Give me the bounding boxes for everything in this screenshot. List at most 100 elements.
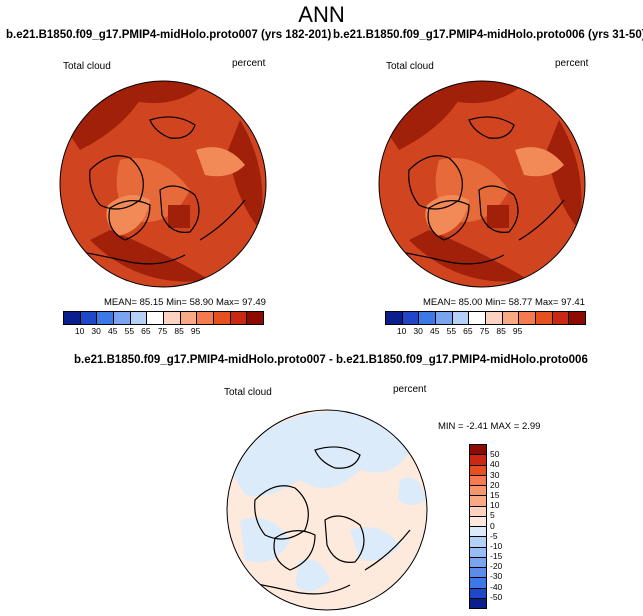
diff-colorbar bbox=[469, 444, 487, 609]
diff-units-label: percent bbox=[393, 384, 427, 395]
left-colorbar-tick-label: 10 bbox=[74, 326, 85, 336]
left-colorbar-tick-label: 30 bbox=[91, 326, 101, 336]
diff-colorbar-swatch bbox=[470, 496, 486, 507]
left-colorbar bbox=[63, 311, 264, 325]
right-variable-label: Total cloud bbox=[386, 61, 434, 72]
right-colorbar-swatch bbox=[486, 312, 503, 324]
diff-colorbar-tick-label: -30 bbox=[490, 571, 503, 582]
diff-colorbar-tick-label: 0 bbox=[490, 520, 495, 531]
diff-max-label: MAX = bbox=[490, 421, 520, 432]
diff-stats: MIN = -2.41 MAX = 2.99 bbox=[438, 421, 540, 432]
right-colorbar-tick-label: 55 bbox=[446, 326, 457, 336]
diff-colorbar-tick-label: 30 bbox=[490, 469, 500, 480]
diff-min-value: -2.41 bbox=[466, 421, 488, 432]
right-mean-value: 85.00 bbox=[458, 297, 483, 308]
right-colorbar-swatch bbox=[569, 312, 586, 324]
diff-colorbar-tick-label: 20 bbox=[490, 479, 500, 490]
left-max-value: 97.49 bbox=[242, 297, 266, 308]
diff-colorbar-tick-label: -5 bbox=[490, 530, 498, 541]
diff-colorbar-tick-label: 5 bbox=[490, 510, 495, 521]
left-colorbar-tick-label: 45 bbox=[108, 326, 118, 336]
left-colorbar-swatch bbox=[197, 312, 215, 324]
left-colorbar-swatch bbox=[147, 312, 165, 324]
diff-colorbar-tick-label: -20 bbox=[490, 561, 503, 572]
diff-colorbar-tick-label: 50 bbox=[490, 449, 500, 460]
figure-title: ANN bbox=[298, 2, 345, 27]
right-colorbar-swatch bbox=[469, 312, 487, 324]
right-units-label: percent bbox=[555, 58, 589, 69]
diff-colorbar-swatch bbox=[470, 578, 486, 589]
diff-colorbar-tick-label: -10 bbox=[490, 540, 503, 551]
right-colorbar-swatch bbox=[386, 312, 403, 324]
left-colorbar-swatch bbox=[180, 312, 198, 324]
right-colorbar-tick-label: 45 bbox=[430, 326, 440, 336]
left-colorbar-labels: 10 30 45 55 65 75 85 95 bbox=[63, 326, 262, 338]
left-colorbar-swatch bbox=[164, 312, 181, 324]
diff-colorbar-swatch bbox=[470, 557, 486, 568]
left-colorbar-swatch bbox=[80, 312, 98, 324]
diff-colorbar-tick-label: 40 bbox=[490, 459, 500, 470]
diff-colorbar-tick-label: -15 bbox=[490, 551, 503, 562]
left-colorbar-swatch bbox=[114, 312, 131, 324]
diff-case-title: b.e21.B1850.f09_g17.PMIP4-midHolo.proto0… bbox=[74, 354, 588, 366]
diff-colorbar-tick-label: -40 bbox=[490, 581, 503, 592]
right-colorbar-tick-label: 65 bbox=[463, 326, 473, 336]
diff-colorbar-tick-label: 10 bbox=[490, 500, 500, 511]
left-stats: MEAN= 85.15 Min= 58.90 Max= 97.49 bbox=[104, 297, 266, 308]
right-colorbar-swatch bbox=[552, 312, 570, 324]
diff-colorbar-swatch bbox=[470, 537, 486, 548]
diff-min-label: MIN = bbox=[438, 421, 464, 432]
left-colorbar-swatch bbox=[130, 312, 148, 324]
right-min-label: Min= bbox=[485, 297, 506, 308]
diff-colorbar-tick-label: 15 bbox=[490, 489, 500, 500]
diff-colorbar-swatch bbox=[470, 547, 486, 558]
right-max-value: 97.41 bbox=[561, 297, 585, 308]
diff-colorbar-swatch bbox=[470, 475, 486, 486]
right-polar-map bbox=[379, 81, 585, 287]
diff-colorbar-swatch bbox=[470, 506, 486, 517]
diff-colorbar-tick-label: -50 bbox=[490, 591, 503, 602]
right-colorbar-swatch bbox=[436, 312, 453, 324]
left-colorbar-swatch bbox=[230, 312, 248, 324]
left-mean-value: 85.15 bbox=[139, 297, 164, 308]
diff-max-value: 2.99 bbox=[521, 421, 541, 432]
diff-colorbar-swatch bbox=[470, 455, 486, 466]
right-colorbar-labels: 10 30 45 55 65 75 85 95 bbox=[385, 326, 584, 338]
left-min-label: Min= bbox=[166, 297, 187, 308]
diff-colorbar-swatch bbox=[470, 568, 486, 579]
right-colorbar-tick-label: 85 bbox=[496, 326, 506, 336]
diff-colorbar-swatch bbox=[470, 486, 486, 497]
right-colorbar bbox=[385, 311, 586, 325]
right-mean-label: MEAN= bbox=[423, 297, 456, 308]
diff-colorbar-labels: 50 40 30 20 15 10 5 0 -5 -10 -15 -20 -30 -40 -50 bbox=[490, 444, 520, 607]
diff-colorbar-swatch bbox=[470, 527, 486, 538]
left-min-value: 58.90 bbox=[189, 297, 214, 308]
left-colorbar-swatch bbox=[64, 312, 81, 324]
diff-colorbar-swatch bbox=[470, 445, 486, 456]
diff-colorbar-swatch bbox=[470, 465, 486, 476]
left-colorbar-tick-label: 55 bbox=[124, 326, 135, 336]
left-colorbar-tick-label: 65 bbox=[141, 326, 151, 336]
right-max-label: Max= bbox=[534, 297, 559, 308]
diff-colorbar-swatch bbox=[470, 598, 486, 608]
right-colorbar-swatch bbox=[402, 312, 420, 324]
left-colorbar-swatch bbox=[247, 312, 264, 324]
right-colorbar-swatch bbox=[536, 312, 553, 324]
left-units-label: percent bbox=[232, 58, 266, 69]
left-colorbar-tick-label: 95 bbox=[190, 326, 201, 336]
difference-polar-map bbox=[227, 410, 427, 610]
diff-variable-label: Total cloud bbox=[224, 387, 272, 398]
right-colorbar-swatch bbox=[452, 312, 470, 324]
right-colorbar-swatch bbox=[519, 312, 537, 324]
right-colorbar-tick-label: 75 bbox=[479, 326, 490, 336]
left-mean-label: MEAN= bbox=[104, 297, 137, 308]
left-polar-map bbox=[60, 81, 266, 287]
left-case-title: b.e21.B1850.f09_g17.PMIP4-midHolo.proto0… bbox=[6, 29, 332, 41]
right-colorbar-tick-label: 95 bbox=[512, 326, 523, 336]
left-max-label: Max= bbox=[215, 297, 240, 308]
right-min-value: 58.77 bbox=[508, 297, 533, 308]
right-colorbar-swatch bbox=[419, 312, 437, 324]
left-colorbar-tick-label: 85 bbox=[174, 326, 184, 336]
right-colorbar-swatch bbox=[502, 312, 520, 324]
